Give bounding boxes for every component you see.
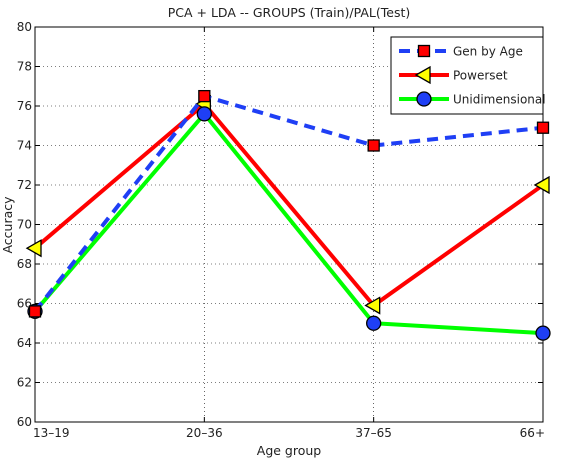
x-tick-label: 13–19	[33, 426, 70, 440]
data-point	[25, 239, 42, 258]
data-point	[367, 139, 380, 152]
legend-swatch-marker	[416, 91, 432, 107]
y-tick-label: 80	[17, 20, 32, 34]
y-tick-label: 70	[17, 218, 32, 232]
y-tick-label: 66	[17, 297, 32, 311]
legend-label: Unidimensional	[453, 93, 546, 107]
legend-swatch-marker	[414, 65, 431, 85]
x-axis-label: Age group	[257, 443, 322, 458]
y-tick-label: 74	[17, 139, 32, 153]
axes: 60 62 64 66 68 70 72 74 76 78 80 13–19 20–36 37–65 66+	[17, 20, 545, 440]
y-tick-label: 62	[17, 376, 32, 390]
x-tick-label: 37–65	[355, 426, 392, 440]
plot-border	[34, 26, 544, 423]
data-point	[535, 325, 551, 341]
data-point	[198, 89, 211, 103]
legend-entry: Powerset	[399, 65, 508, 85]
data-point	[366, 315, 382, 331]
y-tick-label: 60	[17, 415, 32, 429]
y-tick-label: 64	[17, 336, 32, 350]
data-point	[533, 175, 550, 195]
series-line	[33, 94, 544, 313]
series-layer	[25, 89, 551, 341]
data-point	[364, 296, 381, 315]
y-tick-label: 76	[17, 99, 32, 113]
y-tick-label: 72	[17, 178, 32, 192]
grid	[35, 27, 543, 422]
y-axis-label: Accuracy	[0, 196, 15, 254]
series-line	[33, 111, 544, 336]
legend-label: Gen by Age	[453, 45, 523, 59]
x-tick-label: 66+	[520, 426, 545, 440]
y-tick-label: 68	[17, 257, 32, 271]
chart-title: PCA + LDA -- GROUPS (Train)/PAL(Test)	[168, 5, 411, 20]
y-tick-label: 78	[17, 60, 32, 74]
series-line	[33, 102, 545, 308]
data-point	[536, 121, 550, 134]
data-point	[28, 305, 42, 318]
data-point	[196, 106, 212, 122]
series-gen-by-age	[28, 89, 550, 318]
legend-entry: Unidimensional	[399, 91, 546, 107]
legend-label: Powerset	[453, 69, 508, 83]
legend-swatch-marker	[417, 44, 431, 58]
legend-entry: Gen by Age	[399, 45, 523, 59]
x-tick-label: 20–36	[186, 426, 223, 440]
legend: Gen by Age Powerset Unidimensional	[390, 36, 546, 115]
